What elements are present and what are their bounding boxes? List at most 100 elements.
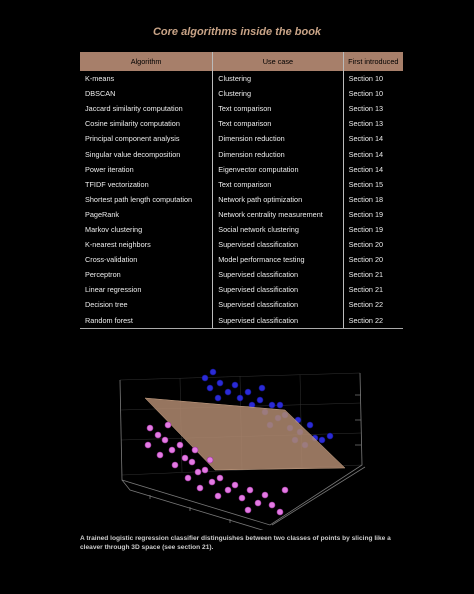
table-cell: Supervised classification [212,282,344,298]
table-row: Linear regression Supervised classificati… [80,282,403,298]
point [244,506,252,514]
point [164,421,172,429]
table-cell: Network path optimization [212,191,344,207]
table-row: Singular value decomposition Dimension re… [80,146,403,162]
point [231,481,239,489]
point [188,458,196,466]
table-cell: Text comparison [212,101,344,117]
table-cell: Random forest [80,312,213,329]
table-cell: Section 14 [342,161,403,177]
table-cell: Jaccard similarity computation [85,104,183,114]
table-cell: Supervised classification [212,237,344,253]
point [268,401,276,409]
table-row: Cosine similarity computation Text compar… [80,116,403,132]
table-cell: Supervised classification [212,267,344,283]
z-axis [271,394,366,526]
point [161,436,169,444]
table-cell: Social network clustering [212,221,344,238]
point [201,466,209,474]
point [171,461,179,469]
table-cell: Cross-validation [85,255,138,265]
point [244,388,252,396]
point [156,451,164,459]
title: Core algorithms inside the book [152,26,322,38]
caption: A trained logistic regression classifier… [80,535,391,551]
point [246,486,254,494]
table-row: Jaccard similarity computation Text compa… [80,101,403,117]
point [209,368,217,376]
table-cell: Model performance testing [212,252,344,268]
point [231,381,239,389]
table-cell: Section 19 [342,206,403,222]
table-cell: Section 13 [342,101,403,117]
point [191,446,199,454]
point [258,384,266,392]
box-edges [119,372,363,526]
point [168,446,176,454]
table-cell: Shortest path length computation [85,194,193,204]
point [201,374,209,382]
point [276,401,284,409]
table-cell: K-nearest neighbors [85,240,151,250]
header-row: Algorithm Use case First introduced [80,52,403,71]
point [326,432,334,440]
table-row: Shortest path length computation Network … [80,191,403,207]
table-row: Decision tree Supervised classification Se… [80,297,403,313]
table-cell: Linear regression [85,285,142,295]
table-cell: Clustering [212,86,344,102]
table-row: Markov clustering Social network clusteri… [80,221,403,238]
table-cell: Text comparison [212,176,344,192]
point [306,421,314,429]
point [208,478,216,486]
table-row: K-nearest neighbors Supervised classifica… [80,237,403,253]
table-cell: Section 14 [342,146,403,162]
table-cell: Markov clustering [85,224,143,234]
table-cell: Dimension reduction [212,146,344,162]
point [224,388,232,396]
point [318,436,326,444]
table-header: Algorithm Use case First introduced [80,52,403,71]
column-header: First introduced [342,52,403,71]
table-row: Power iteration Eigenvector computation Se… [80,161,403,177]
table-row: Cross-validation Model performance testin… [80,252,403,268]
table-cell: Dimension reduction [212,131,344,147]
point [146,424,154,432]
point [216,474,224,482]
point [238,494,246,502]
x-axis [121,479,264,530]
table-cell: Section 21 [342,267,403,283]
point [216,379,224,387]
table-cell: Section 10 [342,71,403,87]
point [276,508,284,516]
table-cell: K-means [85,74,115,84]
table-cell: Section 20 [342,252,403,268]
table-cell: Clustering [212,71,344,87]
table-row: K-means Clustering Section 10 [80,71,403,87]
table-cell: Section 20 [342,237,403,253]
point [236,394,244,402]
table-cell: Cosine similarity computation [85,119,180,129]
point [194,468,202,476]
table-cell: Text comparison [212,116,344,132]
table-cell: DBSCAN [85,89,116,99]
table-cell: Decision tree [85,300,128,310]
point [214,394,222,402]
table-cell: Section 19 [342,221,403,238]
point [256,396,264,404]
table-row: Principal component analysis Dimension re… [80,131,403,147]
point [206,384,214,392]
point [261,491,269,499]
table-cell: Supervised classification [212,312,344,329]
table-cell: Network centrality measurement [212,206,344,222]
table-row: DBSCAN Clustering Section 10 [80,86,403,102]
algorithm-table: Algorithm Use case First introduced K-mean… [80,52,403,329]
table-cell: PageRank [85,209,120,219]
point [206,456,214,464]
table-row: Random forest Supervised classification Se… [80,312,403,329]
table-cell: Perceptron [85,270,121,280]
scatter-3d-figure [119,368,366,530]
point [214,492,222,500]
table-cell: Section 15 [342,176,403,192]
table-row: TFIDF vectorization Text comparison Sectio… [80,176,403,192]
